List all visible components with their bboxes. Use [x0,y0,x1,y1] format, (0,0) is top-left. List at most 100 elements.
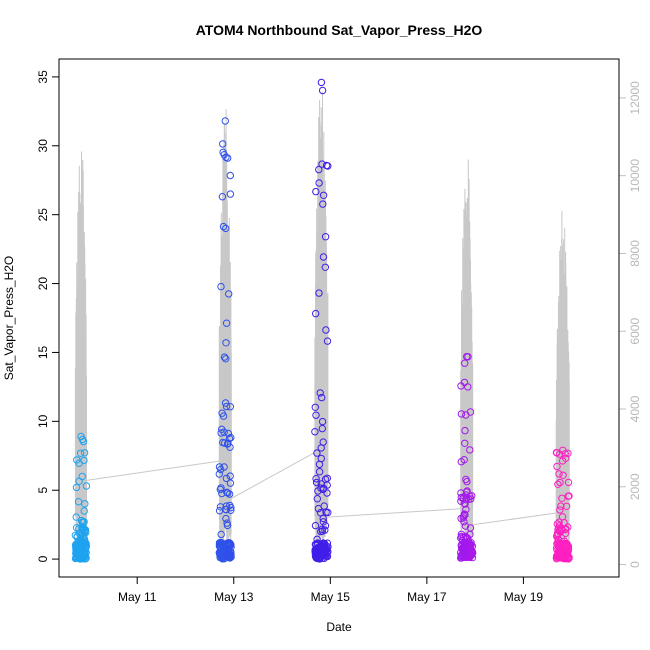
data-point [460,510,469,518]
data-point [457,534,465,542]
data-point [219,222,228,231]
data-point [218,409,226,417]
data-point [560,518,568,527]
data-point [221,399,230,407]
data-point [559,446,567,454]
data-point [72,483,81,492]
data-point [312,411,320,419]
data-point [215,463,224,471]
data-point [316,389,324,397]
data-point [73,533,81,541]
data-point [555,518,563,526]
data-point [311,403,319,411]
data-point [315,460,324,469]
data-point [78,472,86,481]
data-point [323,474,331,482]
data-point [319,518,328,526]
data-point [565,492,573,500]
data-point [223,521,232,530]
data-point [318,424,326,433]
data-point [82,482,91,490]
data-point [226,171,235,180]
data-point [317,444,325,452]
data-points [71,78,573,563]
secondary-line [314,91,329,546]
data-point [216,553,224,562]
data-point [557,502,565,510]
data-point [315,289,323,297]
data-point [323,337,332,345]
data-point [75,459,83,467]
data-point [324,508,332,517]
data-point [219,140,227,148]
data-point [553,552,562,560]
secondary-line [218,109,232,550]
data-point [321,526,329,534]
data-point [321,263,329,271]
data-point [554,549,562,557]
data-point [311,428,319,436]
data-point [315,555,323,563]
x-tick-label: May 11 [118,590,157,604]
data-point [554,480,562,488]
data-point [561,529,570,537]
data-point [311,521,320,530]
data-point [553,449,561,457]
y2-tick-label: 10000 [628,159,642,193]
data-point [226,501,234,510]
data-point [312,475,320,483]
data-point [464,383,472,391]
y-tick-label: 35 [36,70,50,84]
data-point [457,410,466,418]
x-tick-label: May 17 [407,590,447,604]
data-point [319,200,327,208]
data-point [553,520,561,528]
y2-tick-label: 8000 [628,240,642,267]
data-point [467,495,475,503]
data-point [321,475,330,483]
data-point [461,359,469,367]
y-tick-label: 0 [36,555,50,562]
data-point [313,535,321,543]
data-point [77,432,85,441]
secondary-line [460,159,474,547]
data-point [465,540,474,549]
x-tick-label: May 13 [214,590,254,604]
data-point [466,408,475,416]
data-point [320,502,328,510]
data-point [80,449,89,457]
data-point [78,523,86,531]
data-point [313,495,321,503]
data-point [321,233,330,241]
y-tick-label: 30 [36,139,50,153]
data-point [82,549,90,557]
data-point [312,309,320,318]
data-point [77,531,86,539]
data-point [466,524,475,532]
data-point [461,426,469,435]
y-tick-label: 5 [36,487,50,494]
data-point [218,489,226,498]
data-point [73,545,81,554]
data-point [323,489,331,497]
data-point [321,522,330,530]
data-point [226,472,234,480]
data-point [222,224,230,233]
data-point [468,548,476,556]
data-point [80,553,88,562]
data-point [225,290,233,298]
data-point [461,439,469,447]
data-point [458,545,466,553]
data-point [223,488,231,496]
data-point [468,492,476,500]
data-point [463,352,471,361]
data-point [556,478,564,487]
data-point [319,253,328,261]
x-tick-label: May 19 [504,590,544,604]
data-point [79,518,87,526]
y-tick-label: 15 [36,345,50,359]
data-point [312,478,321,487]
data-point [217,429,225,437]
data-point [226,548,235,556]
plot-frame [58,58,620,578]
